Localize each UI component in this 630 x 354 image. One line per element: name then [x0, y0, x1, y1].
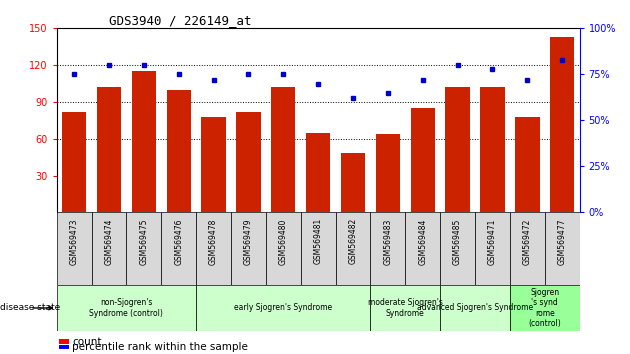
Bar	[480, 87, 505, 212]
FancyBboxPatch shape	[510, 285, 580, 331]
Text: GSM569477: GSM569477	[558, 218, 566, 265]
FancyBboxPatch shape	[196, 285, 370, 331]
Text: GSM569471: GSM569471	[488, 218, 497, 264]
FancyBboxPatch shape	[336, 212, 370, 285]
Bar	[59, 345, 69, 349]
Text: count: count	[72, 337, 102, 347]
Text: advanced Sjogren's Syndrome: advanced Sjogren's Syndrome	[417, 303, 533, 313]
Text: percentile rank within the sample: percentile rank within the sample	[72, 342, 248, 352]
FancyBboxPatch shape	[370, 212, 405, 285]
Text: GSM569475: GSM569475	[139, 218, 148, 265]
Text: Sjogren
's synd
rome
(control): Sjogren 's synd rome (control)	[529, 288, 561, 328]
Bar	[202, 117, 226, 212]
Text: disease state: disease state	[0, 303, 60, 313]
Text: GSM569474: GSM569474	[105, 218, 113, 265]
Bar	[59, 339, 69, 344]
Bar	[97, 87, 121, 212]
Text: GSM569473: GSM569473	[70, 218, 79, 265]
Bar	[411, 108, 435, 212]
Text: GSM569472: GSM569472	[523, 218, 532, 264]
Text: moderate Sjogren's
Syndrome: moderate Sjogren's Syndrome	[368, 298, 443, 318]
FancyBboxPatch shape	[57, 212, 91, 285]
FancyBboxPatch shape	[510, 212, 545, 285]
Text: GSM569482: GSM569482	[348, 218, 357, 264]
FancyBboxPatch shape	[127, 212, 161, 285]
FancyBboxPatch shape	[266, 212, 301, 285]
FancyBboxPatch shape	[545, 212, 580, 285]
Text: non-Sjogren's
Syndrome (control): non-Sjogren's Syndrome (control)	[89, 298, 163, 318]
FancyBboxPatch shape	[475, 212, 510, 285]
Text: GSM569484: GSM569484	[418, 218, 427, 264]
FancyBboxPatch shape	[301, 212, 336, 285]
Bar	[341, 154, 365, 212]
Text: GSM569483: GSM569483	[384, 218, 392, 264]
FancyBboxPatch shape	[405, 212, 440, 285]
Text: GSM569481: GSM569481	[314, 218, 323, 264]
Bar	[375, 134, 400, 212]
Bar	[445, 87, 470, 212]
Text: GSM569480: GSM569480	[279, 218, 288, 264]
Bar	[236, 112, 261, 212]
FancyBboxPatch shape	[440, 212, 475, 285]
Bar	[550, 37, 575, 212]
Text: early Sjogren's Syndrome: early Sjogren's Syndrome	[234, 303, 333, 313]
FancyBboxPatch shape	[196, 212, 231, 285]
Text: GSM569485: GSM569485	[453, 218, 462, 264]
Text: GSM569479: GSM569479	[244, 218, 253, 265]
Bar	[132, 71, 156, 212]
FancyBboxPatch shape	[91, 212, 127, 285]
Text: GDS3940 / 226149_at: GDS3940 / 226149_at	[109, 14, 251, 27]
Bar	[306, 133, 330, 212]
Text: GSM569478: GSM569478	[209, 218, 218, 264]
Bar	[515, 117, 539, 212]
FancyBboxPatch shape	[370, 285, 440, 331]
FancyBboxPatch shape	[231, 212, 266, 285]
FancyBboxPatch shape	[57, 285, 196, 331]
Bar	[166, 90, 191, 212]
Text: GSM569476: GSM569476	[175, 218, 183, 265]
Bar	[62, 112, 86, 212]
FancyBboxPatch shape	[440, 285, 510, 331]
FancyBboxPatch shape	[161, 212, 196, 285]
Bar	[271, 87, 295, 212]
